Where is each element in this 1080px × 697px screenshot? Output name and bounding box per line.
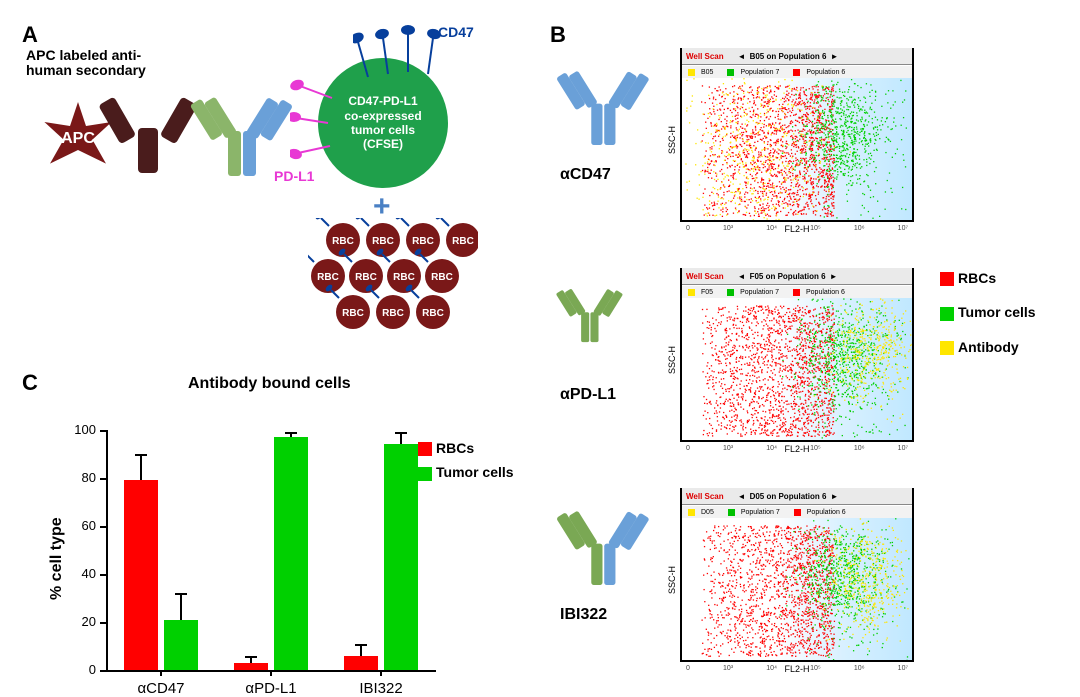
legend-b-tumor: Tumor cells bbox=[940, 304, 1036, 320]
panel-b-legend: RBCs Tumor cells Antibody bbox=[940, 270, 1036, 363]
legend-b-antibody: Antibody bbox=[940, 339, 1036, 355]
pdl1-label: PD-L1 bbox=[274, 168, 314, 184]
apc-secondary-label: APC labeled anti-human secondary bbox=[26, 48, 186, 79]
svg-text:RBC: RBC bbox=[332, 236, 354, 247]
flow-plot-1: Well Scan ◄ F05 on Population 6 ► F05 Po… bbox=[680, 268, 914, 442]
svg-text:RBC: RBC bbox=[355, 272, 377, 283]
antibody-label-1: αPD-L1 bbox=[560, 386, 616, 404]
svg-text:RBC: RBC bbox=[317, 272, 339, 283]
svg-text:RBC: RBC bbox=[393, 272, 415, 283]
flow-plot-2: Well Scan ◄ D05 on Population 6 ► D05 Po… bbox=[680, 488, 914, 662]
antibody-label-2: IBI322 bbox=[560, 606, 607, 624]
antibody-label-0: αCD47 bbox=[560, 166, 611, 184]
svg-text:RBC: RBC bbox=[372, 236, 394, 247]
chart-area: 020406080100αCD47αPD-L1IBI322 bbox=[18, 370, 518, 690]
antibody-icon-IBI322 bbox=[555, 503, 650, 598]
antibody-icon-αPD-L1 bbox=[555, 283, 623, 351]
svg-text:RBC: RBC bbox=[452, 236, 474, 247]
legend-b-rbcs: RBCs bbox=[940, 270, 1036, 286]
svg-text:RBC: RBC bbox=[412, 236, 434, 247]
legend-tumor: Tumor cells bbox=[418, 464, 514, 480]
pdl1-markers-icon bbox=[290, 78, 340, 178]
svg-text:RBC: RBC bbox=[422, 308, 444, 319]
cd47-label: CD47 bbox=[438, 24, 474, 40]
svg-text:RBC: RBC bbox=[382, 308, 404, 319]
antibody-icon-αCD47 bbox=[555, 63, 650, 158]
panel-c-legend: RBCs Tumor cells bbox=[418, 440, 514, 489]
svg-text:RBC: RBC bbox=[431, 272, 453, 283]
rbc-cluster-icon: RBC RBC RBC RBC RBC RBC bbox=[308, 218, 478, 338]
scatter-2 bbox=[682, 518, 912, 660]
svg-text:APC: APC bbox=[61, 130, 95, 147]
scatter-1 bbox=[682, 298, 912, 440]
svg-text:RBC: RBC bbox=[342, 308, 364, 319]
legend-rbcs: RBCs bbox=[418, 440, 514, 456]
flow-plot-0: Well Scan ◄ B05 on Population 6 ► B05 Po… bbox=[680, 48, 914, 222]
secondary-antibody-icon bbox=[98, 88, 198, 178]
panel-c-barchart: Antibody bound cells % cell type 0204060… bbox=[18, 370, 518, 670]
scatter-0 bbox=[682, 78, 912, 220]
panel-a-schematic: APC labeled anti-human secondary APC CD4… bbox=[18, 18, 518, 333]
